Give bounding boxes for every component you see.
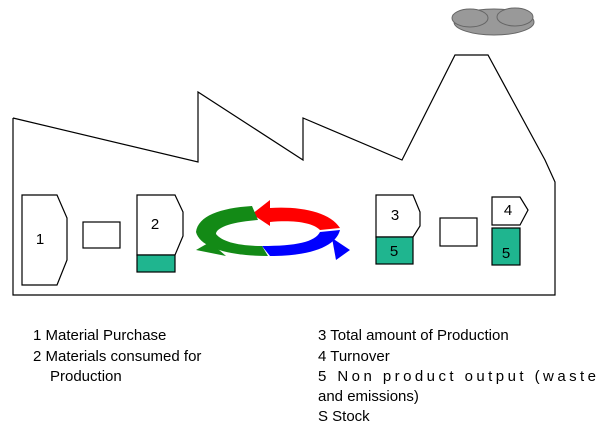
box-label: 4 <box>504 202 512 219</box>
consumed-box <box>137 195 183 255</box>
legend-item: 3 Total amount of Production <box>318 327 509 344</box>
smoke-cloud <box>497 8 533 26</box>
box-label: 5 <box>390 243 398 260</box>
legend-item: S Stock <box>318 408 370 425</box>
smoke-cloud <box>452 9 488 27</box>
cycle-arrows <box>196 200 350 260</box>
legend-item: 1 Material Purchase <box>33 327 166 344</box>
purchase-box <box>22 195 67 285</box>
factory-outline <box>13 55 555 295</box>
legend-item: and emissions) <box>318 388 419 405</box>
legend-item: 4 Turnover <box>318 348 390 365</box>
box-label: 2 <box>151 216 159 233</box>
legend-item: 5 Non product output (waste <box>318 368 596 385</box>
legend-item: Production <box>50 368 122 385</box>
stock-box <box>440 218 477 246</box>
box-label: 3 <box>391 207 399 224</box>
legend-item: 2 Materials consumed for <box>33 348 201 365</box>
box-label: 5 <box>502 245 510 262</box>
factory-diagram: 1 2 3 5 4 5 1 Material Purchase 2 Materi… <box>0 0 601 442</box>
box-label: 1 <box>36 231 44 248</box>
stock-box <box>83 222 120 248</box>
waste-box <box>137 255 175 272</box>
